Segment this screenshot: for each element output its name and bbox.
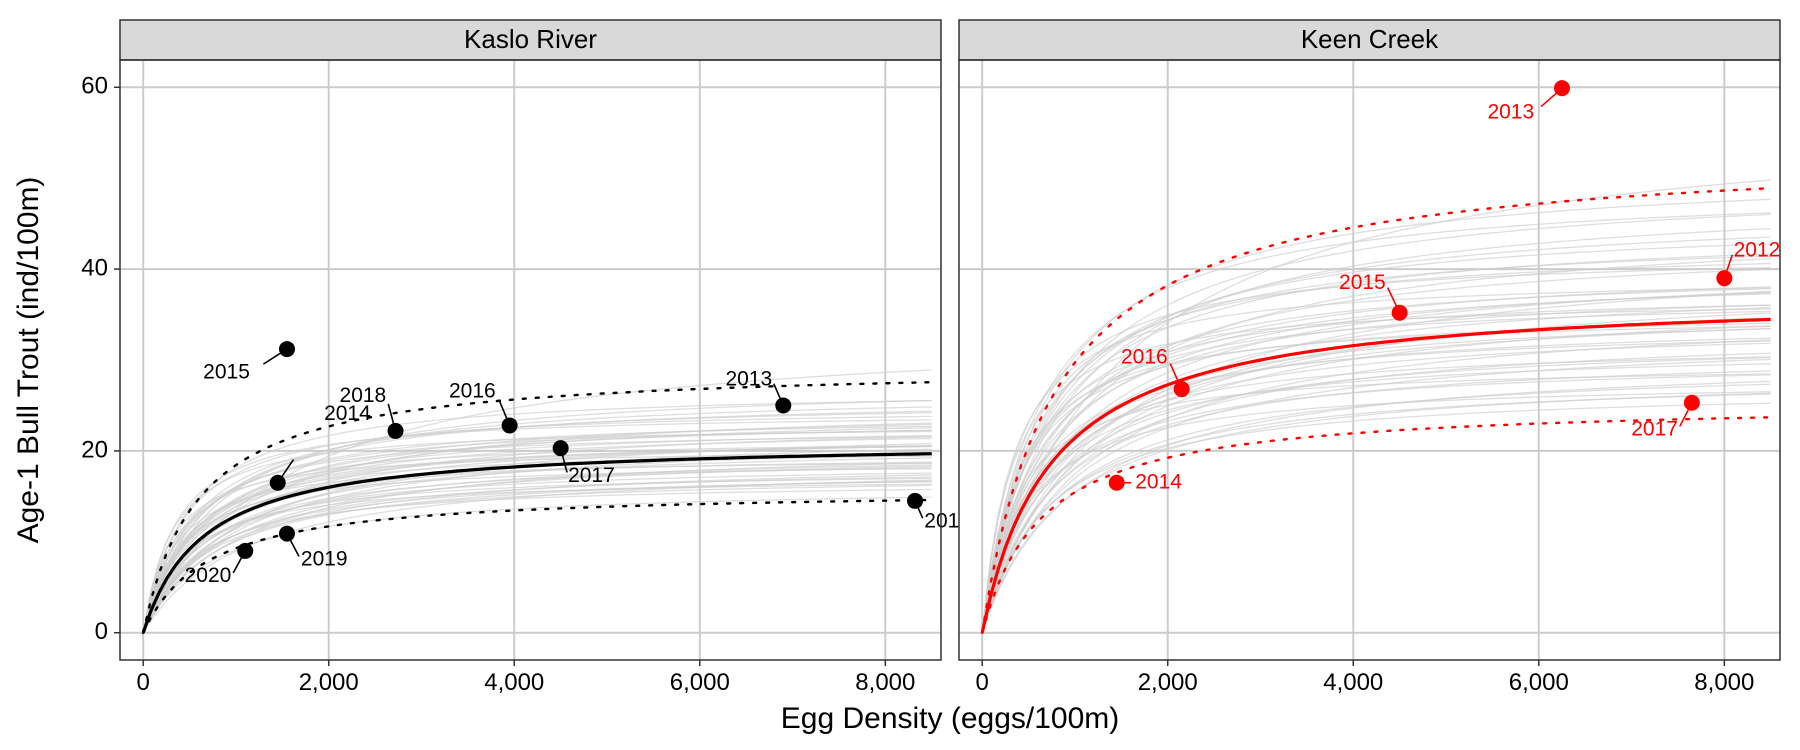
data-point-label: 2017 bbox=[1631, 418, 1678, 441]
data-point-label: 2019 bbox=[301, 548, 348, 571]
facet-title: Kaslo River bbox=[464, 24, 597, 54]
facet-title: Keen Creek bbox=[1301, 24, 1439, 54]
data-point-label: 2018 bbox=[340, 384, 387, 407]
x-tick-label: 4,000 bbox=[1323, 669, 1383, 696]
y-tick-label: 60 bbox=[81, 73, 108, 100]
data-point bbox=[1716, 270, 1732, 286]
x-tick-label: 8,000 bbox=[1694, 669, 1754, 696]
data-point bbox=[553, 440, 569, 456]
data-point bbox=[237, 543, 253, 559]
data-point bbox=[279, 526, 295, 542]
data-point-label: 2012 bbox=[1734, 238, 1781, 261]
y-axis-title: Age-1 Bull Trout (ind/100m) bbox=[12, 177, 45, 544]
data-point-label: 2014 bbox=[1135, 470, 1182, 493]
data-point-label: 2013 bbox=[725, 368, 772, 391]
x-tick-label: 6,000 bbox=[670, 669, 730, 696]
chart-figure: 2012 2013 2014 2015 2016 2017 2018 2019 2020 Kasl… bbox=[0, 0, 1800, 750]
data-point bbox=[1174, 381, 1190, 397]
data-point bbox=[775, 397, 791, 413]
data-point-label: 2020 bbox=[185, 564, 232, 587]
data-point-label: 2016 bbox=[1121, 346, 1168, 369]
x-tick-label: 8,000 bbox=[855, 669, 915, 696]
y-tick-label: 40 bbox=[81, 254, 108, 281]
data-point-label: 2017 bbox=[568, 464, 615, 487]
data-point bbox=[1684, 395, 1700, 411]
data-point-label: 2015 bbox=[203, 360, 250, 383]
data-point-label: 2013 bbox=[1487, 100, 1534, 123]
x-tick-label: 2,000 bbox=[1138, 669, 1198, 696]
x-tick-label: 0 bbox=[137, 669, 150, 696]
data-point bbox=[279, 341, 295, 357]
data-point bbox=[907, 493, 923, 509]
facet-panel: 2012 2013 2014 2015 2016 2017 Keen Creek 0 2,000… bbox=[959, 20, 1780, 696]
data-point bbox=[502, 417, 518, 433]
data-point bbox=[1392, 305, 1408, 321]
data-point bbox=[270, 475, 286, 491]
data-point-label: 2015 bbox=[1339, 271, 1386, 294]
facet-panel: 201220132014201520162017201820192020Kasl… bbox=[81, 20, 971, 696]
x-axis-title: Egg Density (eggs/100m) bbox=[781, 702, 1120, 735]
x-tick-label: 6,000 bbox=[1509, 669, 1569, 696]
data-point-label: 2016 bbox=[449, 379, 496, 402]
data-point bbox=[388, 423, 404, 439]
data-point bbox=[1109, 475, 1125, 491]
x-tick-label: 2,000 bbox=[299, 669, 359, 696]
x-tick-label: 4,000 bbox=[484, 669, 544, 696]
y-tick-label: 0 bbox=[95, 618, 108, 645]
x-tick-label: 0 bbox=[976, 669, 989, 696]
data-point bbox=[1554, 80, 1570, 96]
y-tick-label: 20 bbox=[81, 436, 108, 463]
